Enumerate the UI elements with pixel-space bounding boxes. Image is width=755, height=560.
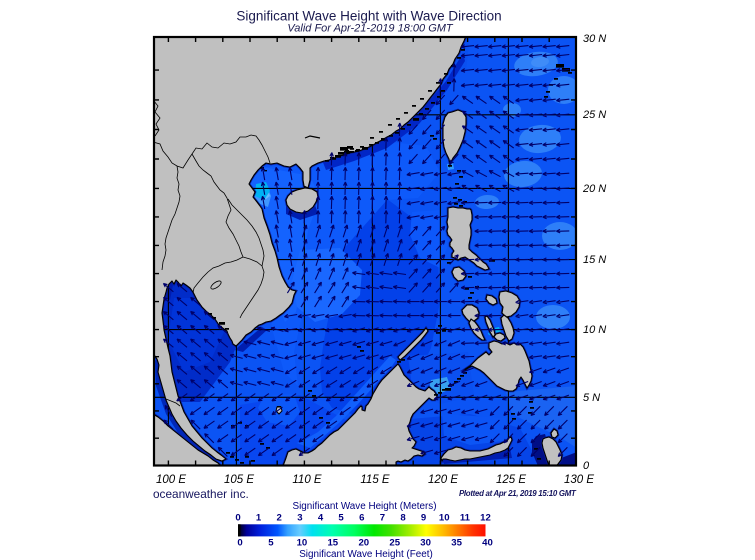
svg-text:11: 11	[460, 513, 471, 524]
svg-text:1: 1	[256, 513, 262, 524]
svg-text:10: 10	[297, 538, 308, 549]
svg-text:2: 2	[277, 513, 282, 524]
svg-text:25 N: 25 N	[582, 109, 606, 121]
svg-text:25: 25	[389, 538, 400, 549]
svg-text:Valid For Apr-21-2019 18:00 GM: Valid For Apr-21-2019 18:00 GMT	[287, 22, 454, 34]
svg-text:130 E: 130 E	[564, 474, 594, 486]
svg-text:0: 0	[235, 513, 240, 524]
svg-text:5: 5	[338, 513, 344, 524]
svg-text:10 N: 10 N	[583, 324, 606, 336]
svg-text:Plotted at Apr 21, 2019 15:10: Plotted at Apr 21, 2019 15:10 GMT	[459, 489, 577, 498]
svg-text:6: 6	[359, 513, 364, 524]
svg-text:8: 8	[400, 513, 406, 524]
svg-text:4: 4	[318, 513, 324, 524]
svg-text:105 E: 105 E	[224, 474, 254, 486]
svg-text:oceanweather inc.: oceanweather inc.	[153, 487, 249, 501]
svg-text:Significant Wave Height (Meter: Significant Wave Height (Meters)	[293, 501, 437, 512]
svg-text:7: 7	[380, 513, 385, 524]
svg-text:15: 15	[327, 538, 338, 549]
svg-text:3: 3	[297, 513, 302, 524]
svg-text:40: 40	[482, 538, 493, 549]
svg-text:Significant Wave Height with W: Significant Wave Height with Wave Direct…	[236, 9, 501, 24]
svg-text:15 N: 15 N	[583, 254, 606, 266]
svg-text:115 E: 115 E	[360, 474, 390, 486]
svg-text:30: 30	[420, 538, 431, 549]
svg-text:5 N: 5 N	[583, 392, 600, 404]
svg-text:0: 0	[237, 538, 242, 549]
svg-text:9: 9	[421, 513, 426, 524]
svg-text:0: 0	[583, 460, 590, 472]
svg-text:20: 20	[358, 538, 369, 549]
svg-text:100 E: 100 E	[156, 474, 186, 486]
svg-text:30 N: 30 N	[583, 33, 606, 45]
svg-text:35: 35	[451, 538, 462, 549]
svg-text:120 E: 120 E	[428, 474, 458, 486]
svg-text:Significant Wave Height (Feet): Significant Wave Height (Feet)	[299, 549, 433, 560]
svg-text:110 E: 110 E	[292, 474, 322, 486]
svg-text:125 E: 125 E	[496, 474, 526, 486]
svg-text:5: 5	[268, 538, 274, 549]
svg-text:10: 10	[439, 513, 450, 524]
svg-text:12: 12	[480, 513, 491, 524]
svg-text:20 N: 20 N	[582, 183, 606, 195]
